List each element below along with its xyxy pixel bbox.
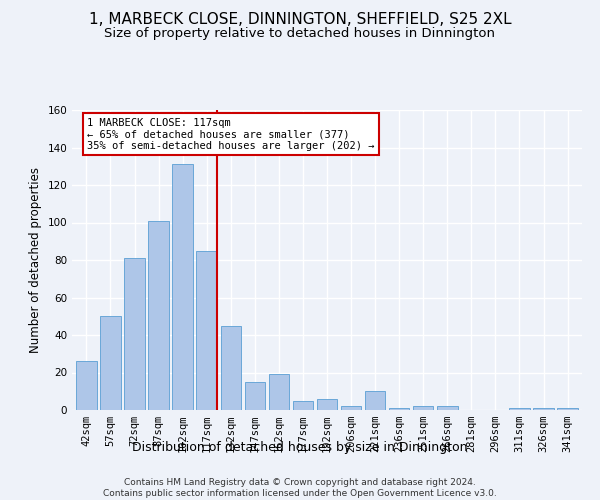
Bar [293, 400, 313, 410]
Y-axis label: Number of detached properties: Number of detached properties [29, 167, 42, 353]
Bar [365, 391, 385, 410]
Bar [172, 164, 193, 410]
Bar [221, 326, 241, 410]
Bar [317, 399, 337, 410]
Text: Size of property relative to detached houses in Dinnington: Size of property relative to detached ho… [104, 28, 496, 40]
Bar [148, 220, 169, 410]
Bar [245, 382, 265, 410]
Text: Contains public sector information licensed under the Open Government Licence v3: Contains public sector information licen… [103, 490, 497, 498]
Bar [533, 408, 554, 410]
Bar [341, 406, 361, 410]
Text: 1, MARBECK CLOSE, DINNINGTON, SHEFFIELD, S25 2XL: 1, MARBECK CLOSE, DINNINGTON, SHEFFIELD,… [89, 12, 511, 28]
Bar [557, 408, 578, 410]
Bar [413, 406, 433, 410]
Bar [509, 408, 530, 410]
Bar [124, 258, 145, 410]
Bar [389, 408, 409, 410]
Bar [196, 250, 217, 410]
Text: Contains HM Land Registry data © Crown copyright and database right 2024.: Contains HM Land Registry data © Crown c… [124, 478, 476, 487]
Bar [100, 316, 121, 410]
Text: 1 MARBECK CLOSE: 117sqm
← 65% of detached houses are smaller (377)
35% of semi-d: 1 MARBECK CLOSE: 117sqm ← 65% of detache… [88, 118, 375, 150]
Bar [437, 406, 458, 410]
Bar [76, 361, 97, 410]
Bar [269, 374, 289, 410]
Text: Distribution of detached houses by size in Dinnington: Distribution of detached houses by size … [132, 441, 468, 454]
